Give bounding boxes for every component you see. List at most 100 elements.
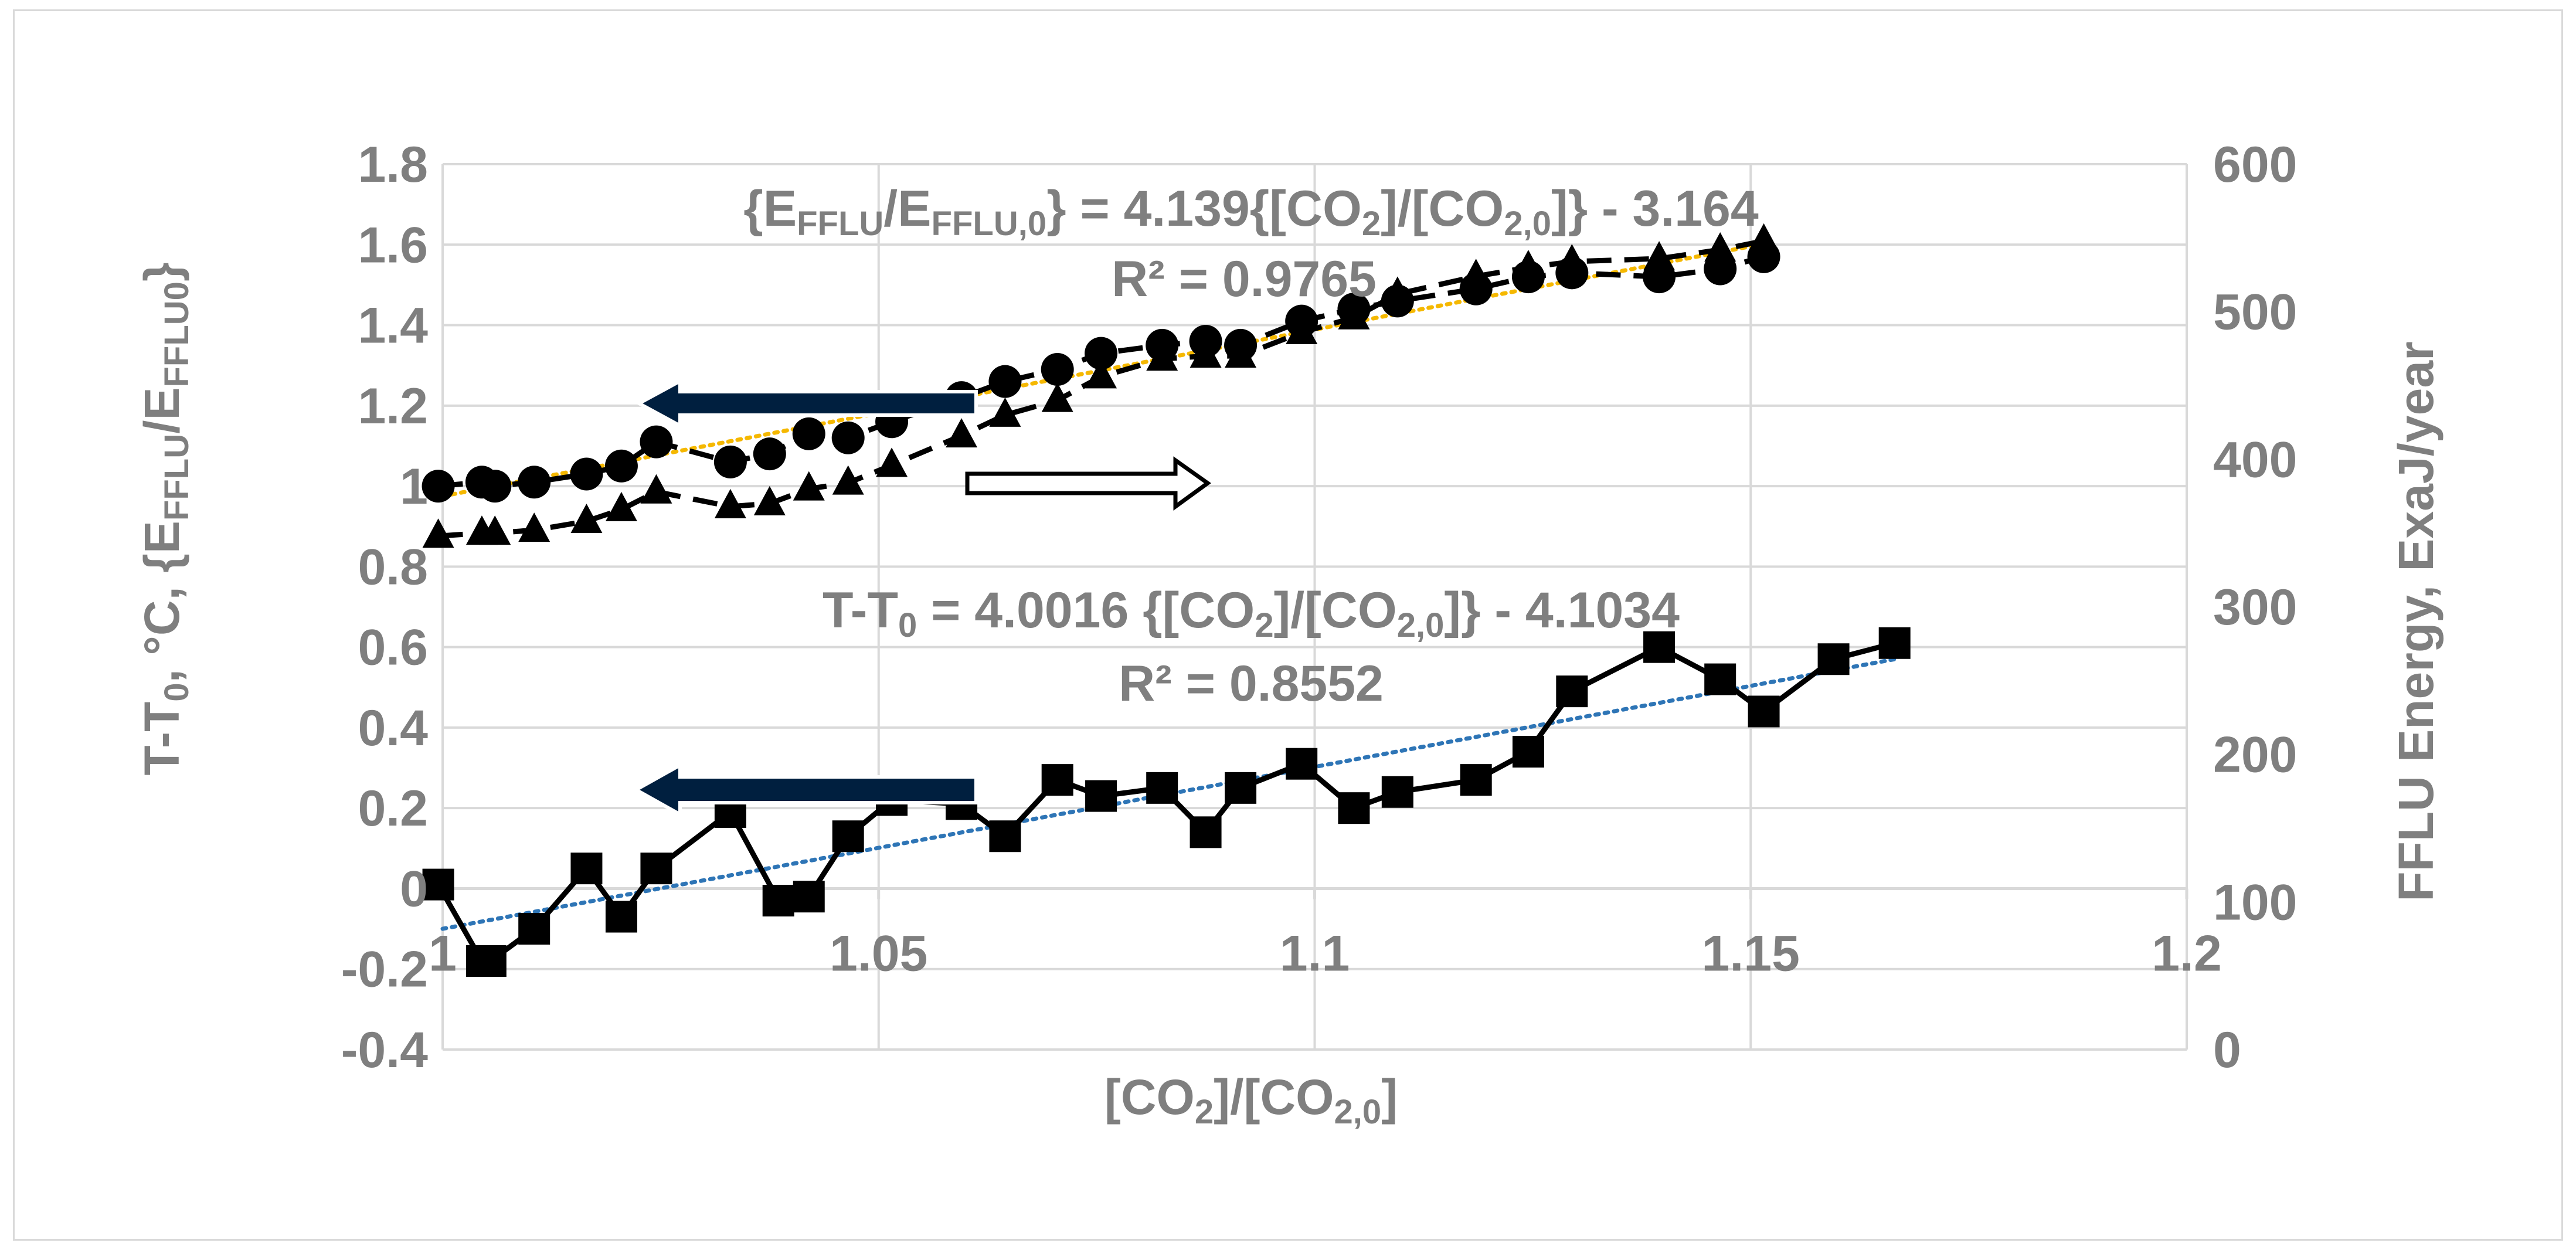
marker-square-14 — [1041, 764, 1073, 796]
marker-square-22 — [1460, 764, 1492, 796]
y-left-tick-label-6: 0.8 — [358, 539, 428, 595]
marker-square-13 — [989, 820, 1021, 853]
marker-triangle-22 — [1460, 259, 1492, 288]
marker-square-26 — [1704, 663, 1736, 695]
marker-triangle-11 — [876, 447, 908, 477]
marker-triangle-0 — [422, 518, 454, 548]
marker-triangle-15 — [1085, 359, 1117, 389]
marker-square-10 — [832, 820, 864, 853]
marker-triangle-20 — [1338, 300, 1370, 330]
trendline-1 — [440, 657, 1897, 931]
marker-triangle-17 — [1190, 338, 1222, 368]
tick-labels: -0.4 -0.2 0 0.2 0.4 0.6 0.8 1 1.2 1.4 1.6 1.8 0 100 20… — [341, 137, 2298, 1078]
marker-circle-4 — [570, 457, 603, 491]
marker-triangle-16 — [1146, 341, 1178, 371]
energy-r-squared: R² = 0.9765 — [1112, 251, 1377, 307]
x-tick-label-0: 1 — [429, 925, 457, 982]
marker-triangle-24 — [1556, 244, 1588, 274]
marker-circle-14 — [1041, 353, 1074, 386]
series-triangle — [422, 223, 1780, 548]
y-right-tick-label-2: 200 — [2213, 727, 2298, 783]
marker-triangle-8 — [753, 485, 786, 515]
marker-square-2 — [474, 945, 507, 977]
y-left-tick-label-11: 1.8 — [358, 137, 428, 193]
marker-triangle-9 — [793, 471, 825, 501]
x-tick-label-3: 1.15 — [1702, 925, 1800, 982]
marker-square-21 — [1381, 776, 1413, 808]
marker-triangle-12 — [946, 418, 978, 448]
y-left-tick-label-4: 0.4 — [358, 700, 428, 756]
left-arrow-temperature — [632, 762, 978, 818]
marker-square-25 — [1643, 631, 1676, 663]
marker-square-8 — [762, 885, 794, 917]
y-right-tick-label-6: 600 — [2213, 137, 2298, 193]
marker-square-17 — [1190, 816, 1222, 848]
right-arrow-energy — [965, 456, 1212, 511]
marker-square-5 — [605, 901, 637, 933]
y-left-tick-label-3: 0.2 — [358, 780, 428, 837]
marker-triangle-3 — [518, 512, 550, 542]
marker-square-23 — [1512, 736, 1544, 768]
marker-triangle-19 — [1286, 314, 1318, 344]
marker-triangle-5 — [605, 491, 637, 521]
temperature-r-squared: R² = 0.8552 — [1119, 656, 1384, 712]
x-tick-label-2: 1.1 — [1280, 925, 1350, 982]
y-right-tick-label-5: 500 — [2213, 284, 2298, 341]
marker-square-15 — [1085, 780, 1117, 812]
direction-arrows — [632, 378, 1212, 818]
y-right-tick-label-1: 100 — [2213, 874, 2298, 931]
x-tick-label-1: 1.05 — [830, 925, 927, 982]
marker-triangle-6 — [640, 474, 672, 504]
y-left-tick-label-7: 1 — [400, 459, 428, 515]
y-left-tick-label-5: 0.6 — [358, 620, 428, 676]
marker-square-3 — [518, 913, 550, 945]
y-left-tick-label-1: -0.2 — [341, 942, 428, 998]
y-right-tick-label-4: 400 — [2213, 432, 2298, 488]
marker-circle-10 — [831, 421, 865, 454]
series-line-triangle — [438, 238, 1765, 539]
y-right-tick-label-3: 300 — [2213, 579, 2298, 636]
marker-square-18 — [1225, 772, 1257, 804]
series-line-circle — [438, 254, 1765, 489]
marker-triangle-14 — [1041, 382, 1073, 412]
marker-circle-15 — [1085, 337, 1118, 370]
marker-triangle-4 — [570, 504, 603, 534]
marker-circle-2 — [478, 470, 512, 503]
marker-circle-0 — [422, 470, 455, 503]
x-axis-title: [CO2]/[CO2,0] — [1105, 1069, 1398, 1131]
marker-circle-5 — [604, 449, 638, 483]
temperature-equation: T-T0 = 4.0016 {[CO2]/[CO2,0]} - 4.1034 — [823, 582, 1680, 644]
marker-triangle-18 — [1225, 338, 1257, 368]
marker-circle-3 — [518, 466, 551, 499]
marker-square-4 — [570, 853, 603, 885]
marker-triangle-27 — [1748, 223, 1780, 253]
y-axis-left-title: T-T0, °C, {EFFLU/EFFLU0} — [134, 262, 196, 775]
chart-frame — [13, 9, 2563, 1241]
data-series — [422, 223, 1911, 977]
y-axis-right-title: FFLU Energy, ExaJ/year — [2388, 341, 2444, 902]
marker-triangle-25 — [1643, 241, 1676, 271]
energy-equation: {EFFLU/EFFLU,0} = 4.139{[CO2]/[CO2,0]} -… — [743, 181, 1759, 243]
marker-square-9 — [793, 881, 825, 913]
marker-square-28 — [1817, 643, 1850, 675]
marker-square-20 — [1338, 792, 1370, 824]
y-left-tick-label-8: 1.2 — [358, 378, 428, 434]
y-left-tick-label-0: -0.4 — [341, 1022, 428, 1078]
marker-triangle-10 — [832, 465, 864, 495]
y-left-tick-label-2: 0 — [400, 861, 428, 917]
marker-square-16 — [1146, 772, 1178, 804]
marker-triangle-7 — [714, 488, 746, 518]
marker-triangle-2 — [479, 515, 511, 545]
marker-square-6 — [640, 853, 672, 885]
y-left-tick-label-9: 1.4 — [358, 298, 428, 354]
y-right-tick-label-0: 0 — [2213, 1022, 2241, 1078]
marker-triangle-23 — [1512, 250, 1544, 280]
marker-triangle-13 — [989, 397, 1021, 427]
marker-circle-8 — [753, 437, 786, 471]
marker-circle-9 — [792, 417, 825, 450]
marker-circle-7 — [713, 445, 747, 478]
marker-circle-13 — [988, 365, 1022, 398]
marker-triangle-21 — [1381, 276, 1413, 306]
marker-triangle-26 — [1704, 232, 1736, 262]
